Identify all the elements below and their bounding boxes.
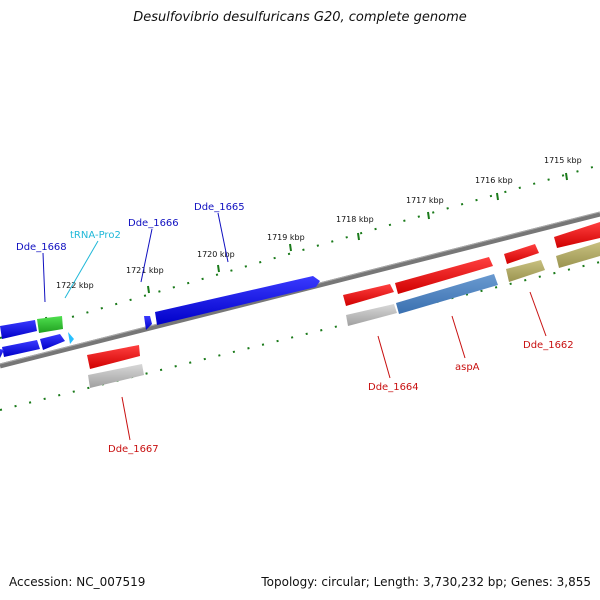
cds-blue-left-3[interactable] (40, 334, 65, 350)
cds-blue-left-2[interactable] (2, 340, 40, 357)
callout-aspA (451, 315, 466, 359)
cds-blue-left-4[interactable] (0, 349, 4, 358)
label-aspA[interactable]: aspA (455, 362, 480, 373)
tick-label-1720: 1720 kbp (197, 250, 235, 259)
tick-label-1721: 1721 kbp (126, 266, 164, 275)
cds-red-1662-top[interactable] (504, 244, 539, 264)
trna-pro2-feature[interactable] (68, 332, 74, 344)
cds-red-right-top[interactable] (554, 222, 600, 248)
label-dde1665[interactable]: Dde_1665 (194, 202, 245, 213)
tick-label-1715: 1715 kbp (544, 156, 582, 165)
callout-dde1665 (217, 212, 229, 263)
cds-dde1662-olive[interactable] (506, 260, 545, 282)
cds-blue-left-1[interactable] (0, 320, 37, 339)
genome-summary-text: Topology: circular; Length: 3,730,232 bp… (261, 575, 591, 589)
cds-olive-right[interactable] (556, 242, 600, 268)
cds-dde1667-red[interactable] (87, 345, 140, 369)
cds-blue-small[interactable] (144, 316, 152, 330)
callout-dde1666 (140, 228, 153, 283)
major-ticks-outer (45, 172, 568, 325)
callout-dde1668 (42, 252, 46, 303)
callout-dde1664 (377, 335, 391, 379)
cds-red-asp-top[interactable] (395, 257, 493, 294)
tick-ring-outer (0, 164, 600, 339)
tick-label-1722: 1722 kbp (56, 281, 94, 290)
tick-labels: 1722 kbp 1721 kbp 1720 kbp 1719 kbp 1718… (56, 156, 582, 290)
map-title: Desulfovibrio desulfuricans G20, complet… (133, 10, 467, 25)
label-dde1666[interactable]: Dde_1666 (128, 218, 179, 229)
cds-dde1665[interactable] (155, 276, 320, 325)
tick-label-1716: 1716 kbp (475, 176, 513, 185)
callout-dde1667 (121, 396, 131, 441)
label-dde1668[interactable]: Dde_1668 (16, 242, 67, 253)
callout-trna-pro2 (64, 240, 99, 299)
reverse-features (87, 242, 600, 388)
label-dde1662[interactable]: Dde_1662 (523, 340, 574, 351)
cds-dde1667-grey[interactable] (88, 364, 144, 388)
tick-label-1719: 1719 kbp (267, 233, 305, 242)
cds-red-1664-top[interactable] (343, 284, 394, 306)
tick-label-1718: 1718 kbp (336, 215, 374, 224)
forward-features (0, 222, 600, 358)
callout-dde1662 (529, 291, 547, 337)
tick-label-1717: 1717 kbp (406, 196, 444, 205)
callout-lines (42, 212, 547, 441)
accession-text: Accession: NC_007519 (9, 575, 146, 589)
cds-aspA[interactable] (396, 274, 498, 314)
label-dde1667[interactable]: Dde_1667 (108, 444, 159, 455)
cds-dde1664-grey[interactable] (346, 304, 397, 326)
cds-green-trna-area[interactable] (37, 316, 63, 333)
label-dde1664[interactable]: Dde_1664 (368, 382, 419, 393)
label-trna-pro2[interactable]: tRNA-Pro2 (70, 230, 121, 241)
